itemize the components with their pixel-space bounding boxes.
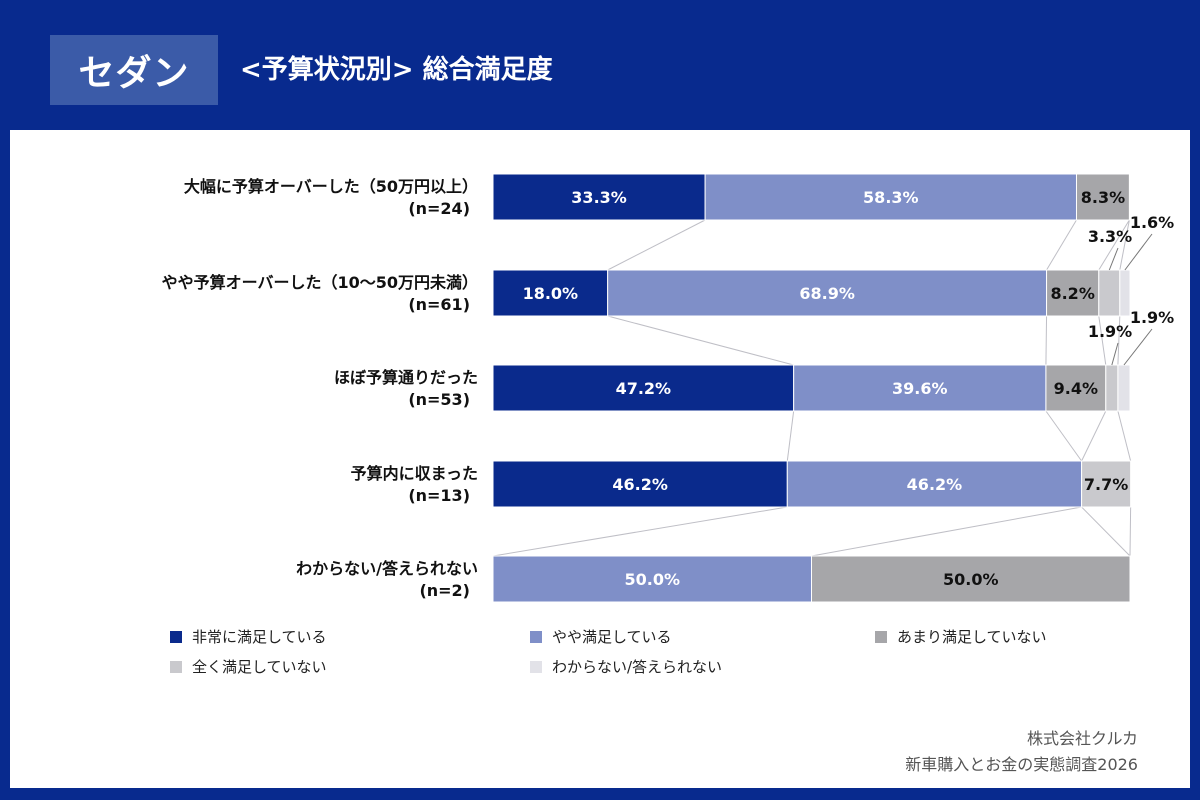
legend-item: 非常に満足している (170, 626, 327, 647)
connector-line (786, 410, 795, 462)
legend-item: あまり満足していない (875, 626, 1047, 647)
bar-segment (1117, 364, 1131, 412)
connector-line (1046, 219, 1077, 271)
bar-value-label: 50.0% (624, 570, 680, 589)
legend-swatch (875, 630, 887, 643)
connector-line (1045, 410, 1082, 462)
bar-value-callout: 1.9% (1088, 322, 1132, 341)
legend-item: わからない/答えられない (530, 656, 722, 677)
bar-segment (492, 364, 795, 412)
callout-leader (1123, 328, 1153, 366)
legend-label: あまり満足していない (897, 628, 1047, 646)
bar-value-label: 7.7% (1084, 475, 1128, 494)
bar-value-label: 58.3% (863, 188, 919, 207)
category-n: (n=13) (408, 486, 470, 505)
bar-value-label: 68.9% (799, 284, 855, 303)
callout-leader (1124, 233, 1153, 271)
bar-value-label: 50.0% (943, 570, 999, 589)
bar-segment (1075, 173, 1130, 221)
bar-value-label: 8.3% (1081, 188, 1125, 207)
segment-badge: セダン (50, 35, 218, 105)
chart-title: <予算状況別> 総合満足度 (240, 55, 553, 85)
legend-swatch (530, 660, 542, 673)
bar-value-label: 33.3% (571, 188, 627, 207)
category-label: 大幅に予算オーバーした（50万円以上） (184, 177, 478, 196)
bar-value-label: 46.2% (612, 475, 668, 494)
category-n: (n=61) (408, 295, 470, 314)
bar-segment (1098, 269, 1121, 317)
bar-segment (492, 460, 788, 508)
connector-line (492, 506, 788, 557)
legend-swatch (170, 660, 182, 673)
legend-label: わからない/答えられない (552, 658, 723, 676)
callout-leader (1108, 247, 1119, 271)
legend-swatch (530, 630, 542, 643)
category-label: ほぼ予算通りだった (334, 368, 478, 387)
connector-line (1117, 410, 1132, 462)
bar-segment (1119, 269, 1131, 317)
connector-line (607, 219, 706, 271)
category-label: やや予算オーバーした（10〜50万円未満） (162, 273, 478, 292)
connector-line (1119, 219, 1130, 271)
bar-segment (1046, 269, 1100, 317)
bar-value-label: 9.4% (1054, 379, 1098, 398)
connector-line (1081, 506, 1131, 557)
connector-line (1117, 315, 1121, 366)
connector-line (811, 506, 1082, 557)
category-label: わからない/答えられない (296, 559, 478, 578)
legend-label: 全く満足していない (192, 658, 327, 676)
legend-label: 非常に満足している (192, 628, 327, 646)
stacked-bar-chart: 大幅に予算オーバーした（50万円以上） (n=24) やや予算オーバーした（10〜5… (162, 173, 1174, 603)
bar-segment (1081, 460, 1132, 508)
connector-line (1045, 315, 1048, 366)
category-n: (n=24) (408, 199, 470, 218)
credit-survey: 新車購入とお金の実態調査2026 (905, 755, 1138, 774)
connector-line (1098, 219, 1130, 271)
bar-segment (704, 173, 1077, 221)
chart-card: 大幅に予算オーバーした（50万円以上） (n=24) やや予算オーバーした（10〜5… (10, 130, 1190, 788)
bar-segment (492, 173, 706, 221)
legend-item: 全く満足していない (170, 656, 327, 677)
bar-value-label: 18.0% (523, 284, 579, 303)
bar-value-label: 46.2% (907, 475, 963, 494)
category-n: (n=53) (408, 390, 470, 409)
bar-segment (1105, 364, 1119, 412)
credit-company: 株式会社クルカ (1026, 729, 1138, 748)
bar-segment (492, 269, 609, 317)
bar-value-label: 47.2% (616, 379, 672, 398)
bar-segment (1045, 364, 1107, 412)
category-n: (n=2) (419, 581, 470, 600)
bar-value-label: 39.6% (892, 379, 948, 398)
legend-swatch (170, 630, 182, 643)
bar-value-callout: 1.9% (1130, 308, 1174, 327)
bar-segment (607, 269, 1048, 317)
legend-label: やや満足している (552, 628, 672, 646)
legend-item: やや満足している (530, 626, 672, 647)
category-label: 予算内に収まった (351, 464, 478, 483)
bar-value-callout: 1.6% (1130, 213, 1174, 232)
bar-segment (492, 555, 812, 603)
connector-line (1081, 410, 1107, 462)
connector-line (1129, 506, 1132, 557)
bar-segment (811, 555, 1131, 603)
bar-value-label: 8.2% (1050, 284, 1094, 303)
connector-line (1098, 315, 1107, 366)
connector-line (607, 315, 794, 366)
callout-leader (1111, 342, 1119, 366)
bar-value-callout: 3.3% (1088, 227, 1132, 246)
